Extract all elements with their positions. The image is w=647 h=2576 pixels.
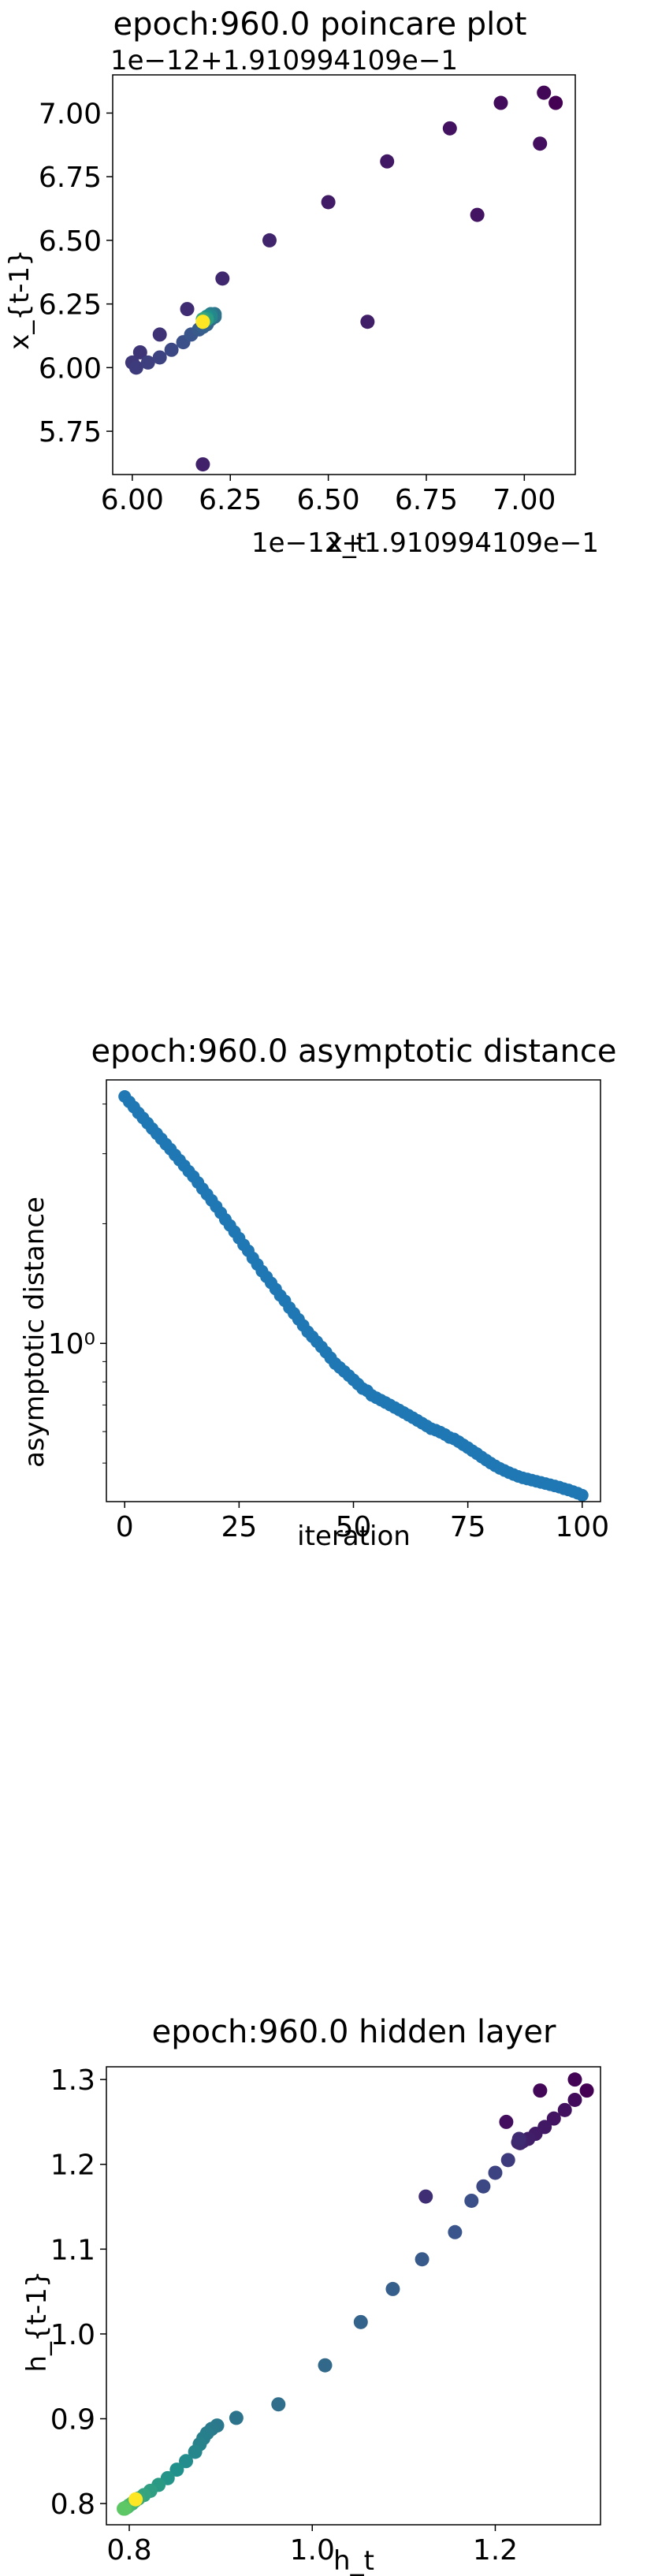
data-point xyxy=(548,96,563,110)
chart-title: epoch:960.0 asymptotic distance xyxy=(91,1033,616,1070)
x-tick-label: 1.0 xyxy=(290,2534,335,2567)
x-tick-label: 25 xyxy=(221,1511,257,1543)
y-tick-label: 1.2 xyxy=(50,2150,95,2182)
data-point xyxy=(153,350,167,364)
data-point xyxy=(195,457,210,471)
data-point xyxy=(271,2397,285,2411)
data-point xyxy=(567,2072,582,2086)
poincare-panel: epoch:960.0 poincare plot 1e−12+1.910994… xyxy=(0,0,647,599)
x-tick-label: 6.25 xyxy=(199,484,262,516)
chart-title: epoch:960.0 poincare plot xyxy=(113,6,527,43)
data-point xyxy=(576,1489,589,1502)
y-tick-label: 1.0 xyxy=(50,2319,95,2351)
y-tick-label: 6.75 xyxy=(39,162,102,194)
data-point xyxy=(380,154,394,169)
data-point xyxy=(448,2225,462,2239)
data-point xyxy=(501,2153,515,2167)
y-tick-label: 0.9 xyxy=(50,2403,95,2436)
data-point xyxy=(464,2194,478,2208)
y-axis-label: h_{t-1} xyxy=(21,2270,53,2372)
y-tick-label: 6.25 xyxy=(39,289,102,322)
data-point xyxy=(470,208,485,222)
y-tick-label: 10⁰ xyxy=(48,1328,95,1361)
poincare-chart: epoch:960.0 poincare plot 1e−12+1.910994… xyxy=(0,0,647,599)
data-point xyxy=(215,271,229,285)
data-point xyxy=(512,2131,526,2146)
data-point xyxy=(322,195,336,209)
data-point xyxy=(580,2083,594,2098)
data-point xyxy=(128,2492,143,2507)
y-axis-label: asymptotic distance xyxy=(19,1197,50,1468)
hidden-layer-chart: epoch:960.0 hidden layer 0.8 1.0 1.2 0.8 0.9… xyxy=(0,2002,647,2576)
x-tick-label: 7.00 xyxy=(493,484,556,516)
data-point xyxy=(418,2190,433,2204)
x-tick-label: 1.2 xyxy=(473,2534,518,2567)
x-axis-label: iteration xyxy=(297,1521,411,1552)
y-tick-label: 1.3 xyxy=(50,2064,95,2097)
data-point xyxy=(165,343,179,357)
data-point xyxy=(476,2180,490,2194)
data-point xyxy=(318,2358,333,2373)
data-point xyxy=(360,315,374,329)
data-point xyxy=(117,2502,131,2516)
data-point xyxy=(180,302,195,316)
x-tick-label: 6.00 xyxy=(101,484,164,516)
x-tick-label: 100 xyxy=(555,1511,609,1543)
asymptotic-distance-panel: epoch:960.0 asymptotic distance 0 25 50 75 1… xyxy=(0,1025,647,1592)
data-point xyxy=(493,96,508,110)
y-tick-label: 6.50 xyxy=(39,225,102,258)
data-point xyxy=(537,86,551,100)
y-tick-label: 5.75 xyxy=(39,416,102,449)
x-tick-label: 0.8 xyxy=(106,2534,151,2567)
y-axis-label: x_{t-1} xyxy=(4,249,35,350)
data-point xyxy=(443,121,457,136)
x-tick-label: 6.50 xyxy=(297,484,360,516)
plot-frame xyxy=(113,75,575,475)
data-point xyxy=(195,315,210,329)
x-axis-label: h_t xyxy=(333,2545,374,2576)
x-tick-label: 75 xyxy=(450,1511,486,1543)
data-point xyxy=(262,233,277,248)
data-point xyxy=(488,2165,502,2180)
x-tick-label: 0 xyxy=(116,1511,134,1543)
x-offset-text: 1e−12+1.910994109e−1 xyxy=(251,527,599,559)
x-tick-label: 6.75 xyxy=(395,484,458,516)
chart-title: epoch:960.0 hidden layer xyxy=(152,2014,556,2050)
plot-frame xyxy=(106,1080,601,1502)
x-axis-label: x_t xyxy=(327,527,366,559)
y-tick-label: 0.8 xyxy=(50,2489,95,2521)
data-point xyxy=(354,2315,368,2329)
y-tick-label: 7.00 xyxy=(39,98,102,130)
data-point xyxy=(229,2410,244,2425)
data-point xyxy=(533,136,547,151)
hidden-layer-panel: epoch:960.0 hidden layer 0.8 1.0 1.2 0.8 0.9… xyxy=(0,2002,647,2576)
data-point xyxy=(385,2282,400,2296)
y-tick-label: 1.1 xyxy=(50,2234,95,2266)
y-offset-text: 1e−12+1.910994109e−1 xyxy=(110,45,458,76)
asymptotic-distance-chart: epoch:960.0 asymptotic distance 0 25 50 75 1… xyxy=(0,1025,647,1592)
y-tick-label: 6.00 xyxy=(39,352,102,385)
data-point xyxy=(153,327,167,341)
data-point xyxy=(415,2252,429,2266)
data-point xyxy=(499,2115,513,2129)
data-point xyxy=(533,2083,547,2098)
data-point xyxy=(567,2093,582,2107)
